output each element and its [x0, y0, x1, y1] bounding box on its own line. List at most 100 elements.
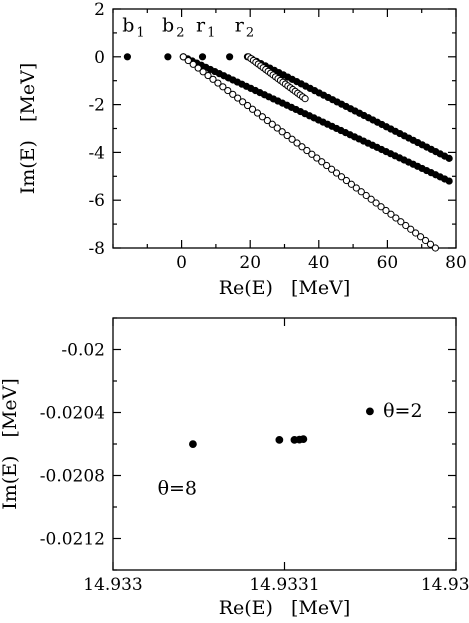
x-axis-title: Re(E) [MeV]	[219, 597, 351, 619]
data-point-open	[278, 128, 286, 136]
data-point-open	[337, 173, 346, 181]
annotation-letter: r	[196, 15, 206, 37]
x-tick-label: 20	[239, 253, 261, 273]
annotation-subscript: 2	[246, 26, 254, 41]
x-tick-label: 14.9331	[249, 575, 319, 595]
x-tick-label: 40	[308, 253, 330, 273]
x-tick-label: 60	[377, 253, 399, 273]
annotation-letter: r	[235, 15, 245, 37]
data-point-open	[298, 143, 306, 151]
x-tick-label: 80	[445, 253, 467, 273]
data-point-open	[194, 64, 202, 72]
data-point-open	[357, 188, 365, 196]
data-point-open	[377, 203, 385, 211]
data-point-open	[224, 86, 232, 95]
point-annotation: θ=8	[158, 477, 197, 499]
data-point-open	[283, 131, 291, 140]
y-tick-label: -2	[88, 96, 105, 116]
y-tick-label: 0	[94, 48, 105, 68]
data-point-open	[362, 191, 370, 200]
data-point-open	[347, 180, 355, 188]
x-axis-title: Re(E) [MeV]	[219, 277, 351, 299]
x-tick-label: 0	[176, 253, 187, 273]
data-point-open	[199, 68, 207, 76]
data-point-filled	[226, 53, 234, 61]
data-point-open	[431, 244, 440, 252]
bottom-scatter-panel: 14.933 14.9331 14.9332 -0.0212 -0.0208 -0.020…	[0, 317, 469, 619]
data-point-open	[301, 95, 309, 103]
data-point-open	[372, 199, 380, 207]
data-point-open	[313, 154, 321, 162]
data-point-open	[421, 236, 430, 245]
data-point-open	[219, 83, 227, 91]
annotation-subscript: 1	[136, 26, 144, 41]
y-tick-label: -4	[88, 143, 105, 163]
data-point-filled	[164, 53, 172, 61]
annotation-subscript: 1	[207, 26, 215, 41]
data-point-open	[397, 218, 405, 226]
y-tick-label: -0.0208	[40, 467, 105, 487]
data-point-open	[407, 225, 415, 233]
data-point-filled	[275, 436, 284, 444]
data-point-filled	[366, 407, 374, 416]
data-point-filled	[189, 440, 197, 449]
data-point-open	[239, 98, 247, 106]
data-point-open	[234, 94, 242, 102]
data-point-open	[323, 161, 331, 170]
plot-frame	[112, 8, 457, 249]
data-point-open	[412, 229, 420, 237]
plot-frame	[112, 317, 457, 571]
data-point-open	[263, 116, 271, 125]
y-tick-label: -0.0212	[40, 530, 105, 550]
x-tick-label: 14.9332	[421, 575, 469, 595]
data-point-open	[253, 109, 262, 117]
data-point-open	[179, 53, 187, 61]
data-point-open	[328, 165, 336, 173]
data-point-filled	[445, 177, 453, 185]
data-point-open	[293, 139, 301, 147]
y-axis-title: Im(E) [MeV]	[17, 63, 39, 195]
annotation-subscript: 2	[176, 26, 184, 41]
data-point-open	[392, 214, 400, 222]
y-tick-label: -6	[88, 191, 105, 211]
data-point-open	[204, 71, 212, 80]
data-point-filled	[198, 53, 207, 61]
data-point-open	[332, 169, 341, 177]
y-tick-label: 2	[94, 0, 105, 20]
top-scatter-panel: 0 20 40 60 80 -8 -6 -4 -2 0 2 Re(E) [MeV] Im(E) [MeV…	[17, 0, 467, 299]
data-point-open	[189, 60, 197, 68]
data-point-open	[402, 221, 410, 230]
data-point-open	[258, 113, 267, 121]
data-point-open	[367, 195, 375, 203]
data-point-filled	[299, 435, 308, 444]
data-point-filled	[445, 154, 453, 162]
data-point-open	[416, 233, 425, 241]
data-point-open	[273, 124, 281, 132]
data-point-open	[268, 120, 276, 128]
data-point-open	[209, 75, 217, 83]
data-point-open	[288, 135, 296, 143]
data-point-filled	[123, 53, 132, 61]
annotation-letter: b	[122, 15, 134, 37]
data-point-open	[248, 105, 257, 113]
data-point-open	[387, 210, 395, 218]
y-tick-label: -8	[88, 239, 105, 259]
data-point-open	[303, 146, 311, 155]
data-point-open	[318, 158, 326, 166]
data-point-open	[214, 79, 222, 87]
data-point-open	[243, 101, 252, 110]
data-point-open	[308, 150, 316, 158]
point-annotation: θ=2	[383, 400, 422, 422]
data-point-open	[342, 176, 351, 185]
data-point-open	[229, 90, 237, 98]
y-tick-label: -0.0204	[40, 404, 105, 424]
data-point-open	[426, 240, 435, 248]
data-point-open	[352, 184, 360, 192]
y-axis-title: Im(E) [MeV]	[0, 378, 21, 510]
annotation-letter: b	[162, 15, 174, 37]
